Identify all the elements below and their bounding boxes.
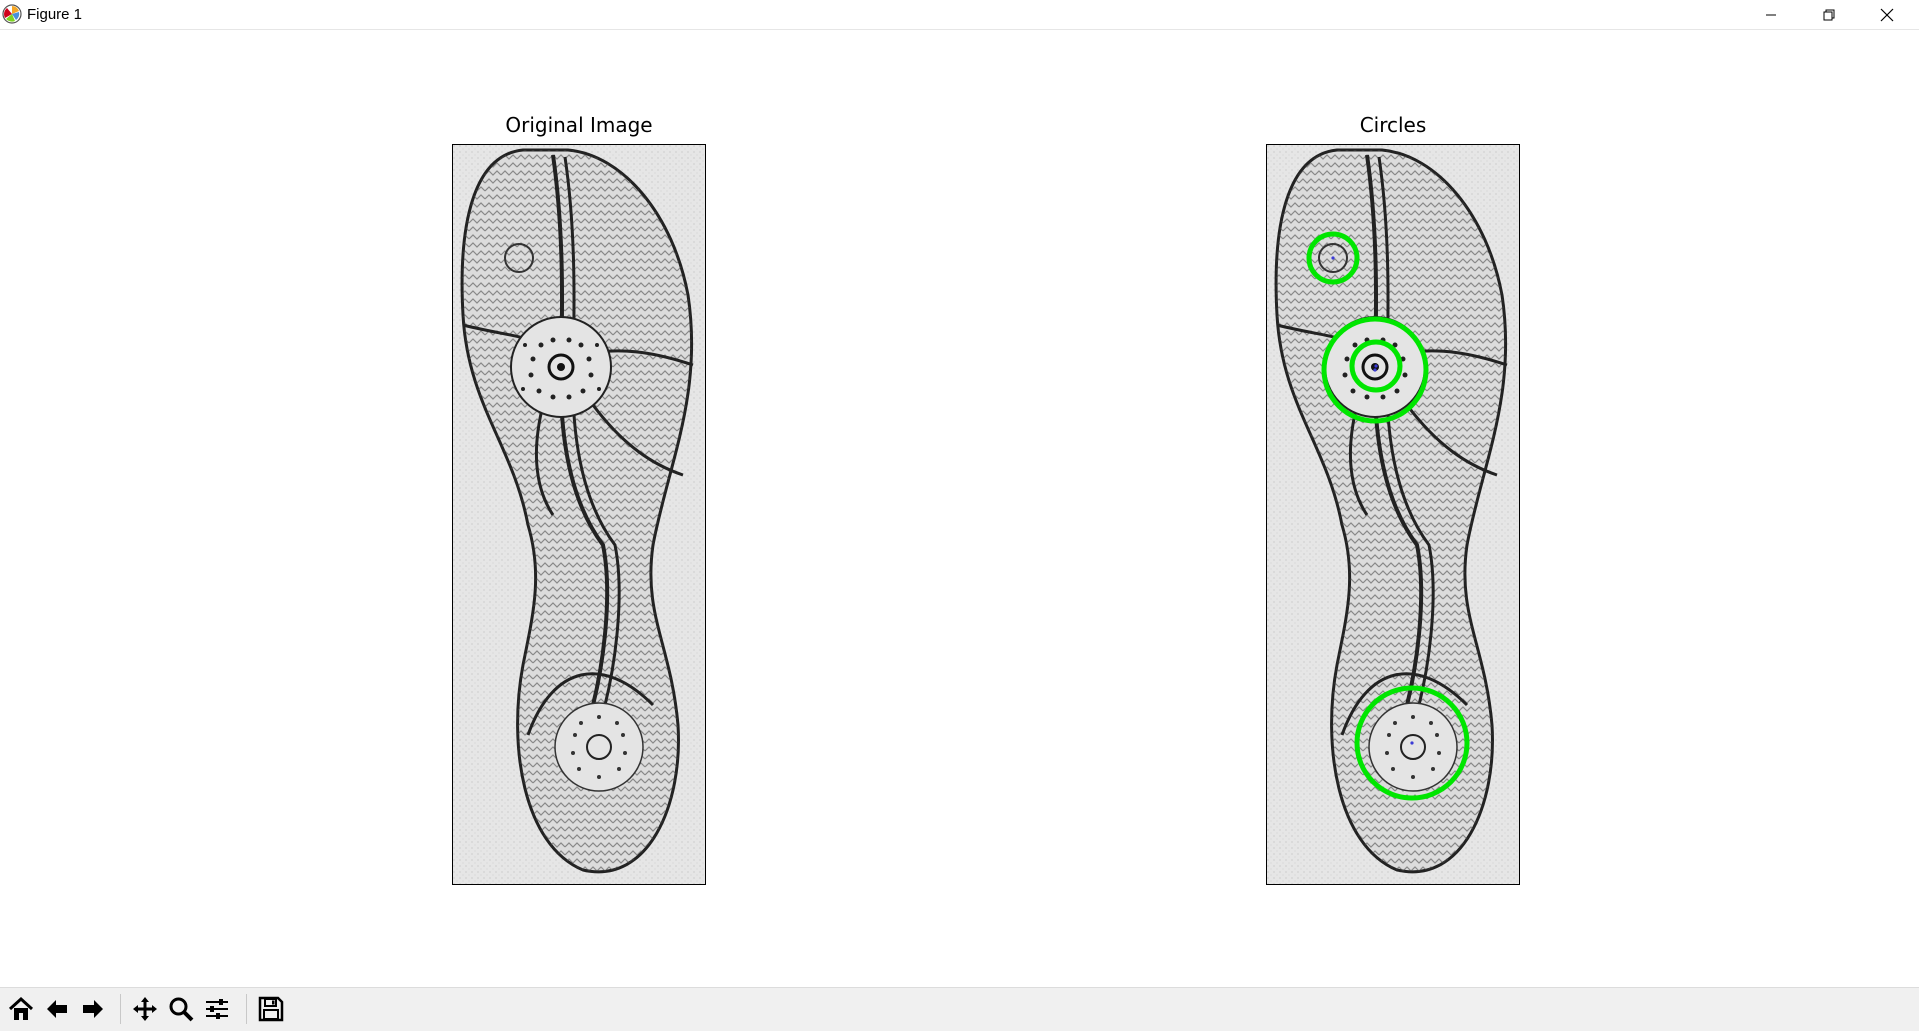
pan-icon xyxy=(133,997,157,1021)
restore-button[interactable] xyxy=(1800,0,1858,29)
matplotlib-app-icon xyxy=(2,4,22,24)
detected-circle xyxy=(1306,231,1360,285)
circles-image-axes xyxy=(1266,144,1520,885)
toolbar-separator xyxy=(120,994,121,1024)
circle-center-marker xyxy=(1410,741,1414,745)
detected-circle xyxy=(1354,685,1470,801)
right-axes-title: Circles xyxy=(1359,113,1427,137)
toolbar-separator xyxy=(246,994,247,1024)
pan-button[interactable] xyxy=(128,992,162,1026)
home-icon xyxy=(8,996,34,1020)
zoom-button[interactable] xyxy=(164,992,198,1026)
zoom-icon xyxy=(169,997,194,1022)
left-axes-title: Original Image xyxy=(505,113,653,137)
original-image-axes xyxy=(452,144,706,885)
circle-center-marker xyxy=(1331,256,1335,260)
minimize-icon xyxy=(1766,14,1776,15)
figure-canvas[interactable] xyxy=(0,30,1919,987)
window-title-bar: Figure 1 xyxy=(0,0,1919,30)
minimize-button[interactable] xyxy=(1742,0,1800,29)
back-arrow-icon xyxy=(47,1000,67,1018)
close-button[interactable] xyxy=(1858,0,1916,29)
detected-circle xyxy=(1321,316,1429,424)
navigation-toolbar xyxy=(0,987,1919,1031)
forward-arrow-icon xyxy=(83,1000,103,1018)
circle-center-marker xyxy=(1373,368,1377,372)
detected-circle xyxy=(1349,339,1403,393)
back-button[interactable] xyxy=(40,992,74,1026)
save-icon xyxy=(258,996,284,1022)
restore-icon xyxy=(1823,9,1835,20)
circle-center-marker xyxy=(1374,364,1378,368)
save-button[interactable] xyxy=(254,992,288,1026)
shoe-sole-with-circles-image xyxy=(1267,145,1519,884)
shoe-sole-image xyxy=(453,145,705,884)
configure-subplots-button[interactable] xyxy=(200,992,234,1026)
home-button[interactable] xyxy=(4,992,38,1026)
forward-button[interactable] xyxy=(76,992,110,1026)
close-icon xyxy=(1880,8,1894,21)
window-title: Figure 1 xyxy=(27,6,83,23)
configure-subplots-icon xyxy=(206,999,228,1019)
